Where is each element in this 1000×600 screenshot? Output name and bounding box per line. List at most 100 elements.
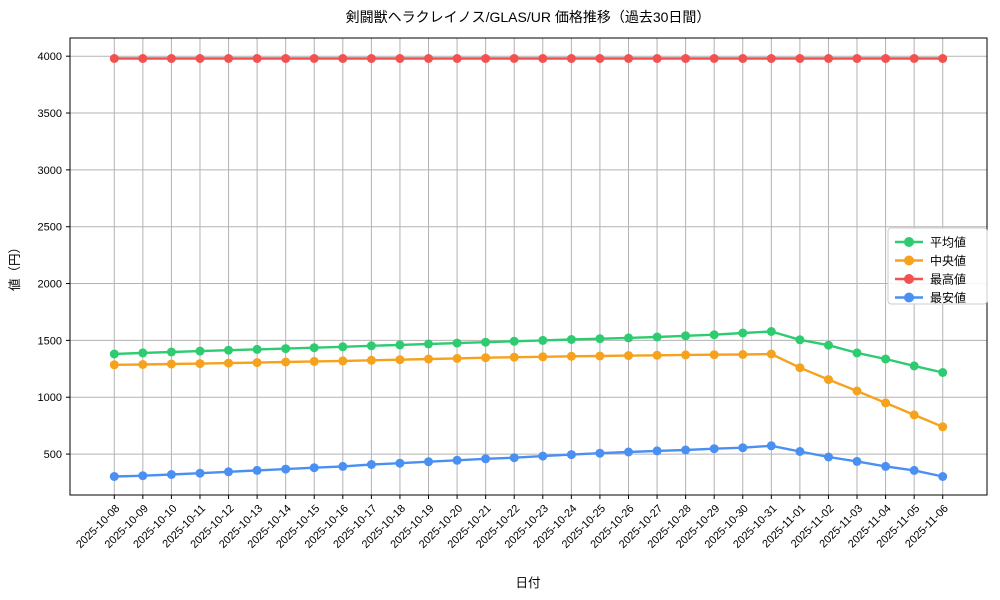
series-min-point — [166, 470, 176, 479]
series-max-point — [366, 54, 376, 63]
series-min-point — [738, 443, 748, 453]
series-median-point — [624, 351, 633, 361]
series-median-point — [709, 350, 719, 360]
series-average-point — [709, 330, 719, 340]
y-tick-label: 2500 — [38, 222, 62, 234]
legend-average-marker — [904, 237, 914, 247]
series-max-point — [252, 54, 262, 63]
series-average-line — [114, 330, 943, 374]
series-average-point — [595, 334, 605, 344]
series-min-point — [566, 450, 576, 460]
y-tick-label: 4000 — [38, 51, 62, 63]
series-average-point — [652, 332, 662, 342]
series-max-point — [824, 54, 833, 63]
series-max-point — [166, 54, 176, 63]
series-max-point — [624, 54, 633, 63]
series-median-point — [824, 375, 833, 385]
series-max-point — [481, 54, 491, 63]
series-min-point — [881, 461, 891, 471]
series-min-point — [709, 444, 719, 454]
series-max-point — [938, 54, 948, 63]
y-tick-label: 500 — [44, 449, 62, 461]
series-max-point — [509, 54, 519, 63]
series-average-point — [309, 343, 319, 353]
series-median-point — [766, 349, 776, 359]
series-average-point — [166, 347, 176, 357]
series-min-point — [224, 467, 233, 477]
series-min-line — [114, 444, 943, 478]
series-median-point — [252, 358, 262, 368]
series-average-point — [252, 344, 262, 354]
legend-box — [887, 227, 988, 305]
series-average-point — [395, 340, 405, 350]
series-average-point — [281, 344, 291, 354]
legend-median-label: 中央値 — [930, 253, 966, 268]
series-max-point — [424, 54, 433, 63]
series-min-point — [395, 458, 405, 468]
data-series — [109, 54, 948, 481]
legend-average-label: 平均値 — [930, 235, 966, 250]
series-average-point — [881, 354, 891, 364]
series-median-point — [224, 358, 233, 368]
series-average-point — [909, 361, 919, 371]
series-median-point — [395, 355, 405, 365]
series-median-point — [424, 354, 433, 364]
series-max-point — [338, 54, 348, 63]
series-max-point — [881, 54, 891, 63]
series-max-point — [281, 54, 291, 63]
series-average-point — [195, 346, 205, 356]
series-average-point — [109, 349, 119, 359]
series-average-point — [738, 328, 748, 338]
series-median-point — [795, 363, 805, 373]
series-average-point — [795, 335, 805, 345]
series-min-point — [366, 460, 376, 469]
series-max-point — [224, 54, 233, 63]
series-median-point — [452, 353, 462, 363]
series-max-point — [595, 54, 605, 63]
legend-max-marker — [904, 274, 914, 284]
series-max-point — [309, 54, 319, 63]
series-median-line — [114, 352, 944, 428]
series-average-point — [452, 338, 462, 348]
series-min-point — [509, 453, 519, 463]
series-min-point — [824, 452, 833, 462]
series-median-point — [195, 359, 205, 369]
series-median-point — [281, 357, 291, 367]
series-average-point — [224, 345, 233, 355]
series-min-point — [624, 447, 633, 457]
series-min-point — [424, 457, 433, 467]
series-min-point — [538, 451, 548, 461]
series-min-point — [652, 446, 662, 456]
series-min-point — [909, 465, 919, 475]
legend-median-marker — [904, 255, 914, 266]
series-average-point — [766, 327, 776, 336]
series-max-point — [138, 54, 148, 63]
series-max-point — [109, 54, 119, 63]
series-median-point — [852, 386, 862, 396]
series-max-point — [738, 54, 748, 63]
series-max-point — [566, 54, 576, 63]
series-max-point — [766, 54, 776, 63]
series-average-point — [366, 341, 376, 351]
series-median-point — [566, 351, 576, 361]
series-min-point — [338, 461, 348, 471]
legend-min-label: 最安値 — [930, 290, 966, 305]
series-max-point — [709, 54, 719, 63]
series-median-point — [309, 356, 319, 366]
y-axis-label: 値（円） — [7, 241, 22, 291]
series-min-point — [309, 463, 319, 473]
series-median-point — [938, 422, 948, 432]
y-tick-label: 3500 — [38, 108, 62, 120]
series-max-point — [852, 54, 862, 63]
grid-lines — [70, 38, 987, 495]
series-max-point — [538, 54, 548, 63]
series-average-point — [538, 335, 548, 345]
series-median-point — [738, 350, 748, 359]
series-max-point — [909, 54, 919, 63]
series-min-point — [452, 455, 462, 465]
series-average-point — [566, 335, 576, 344]
series-median-point — [595, 351, 605, 361]
series-max-point — [652, 54, 662, 63]
series-median-point — [166, 359, 176, 369]
